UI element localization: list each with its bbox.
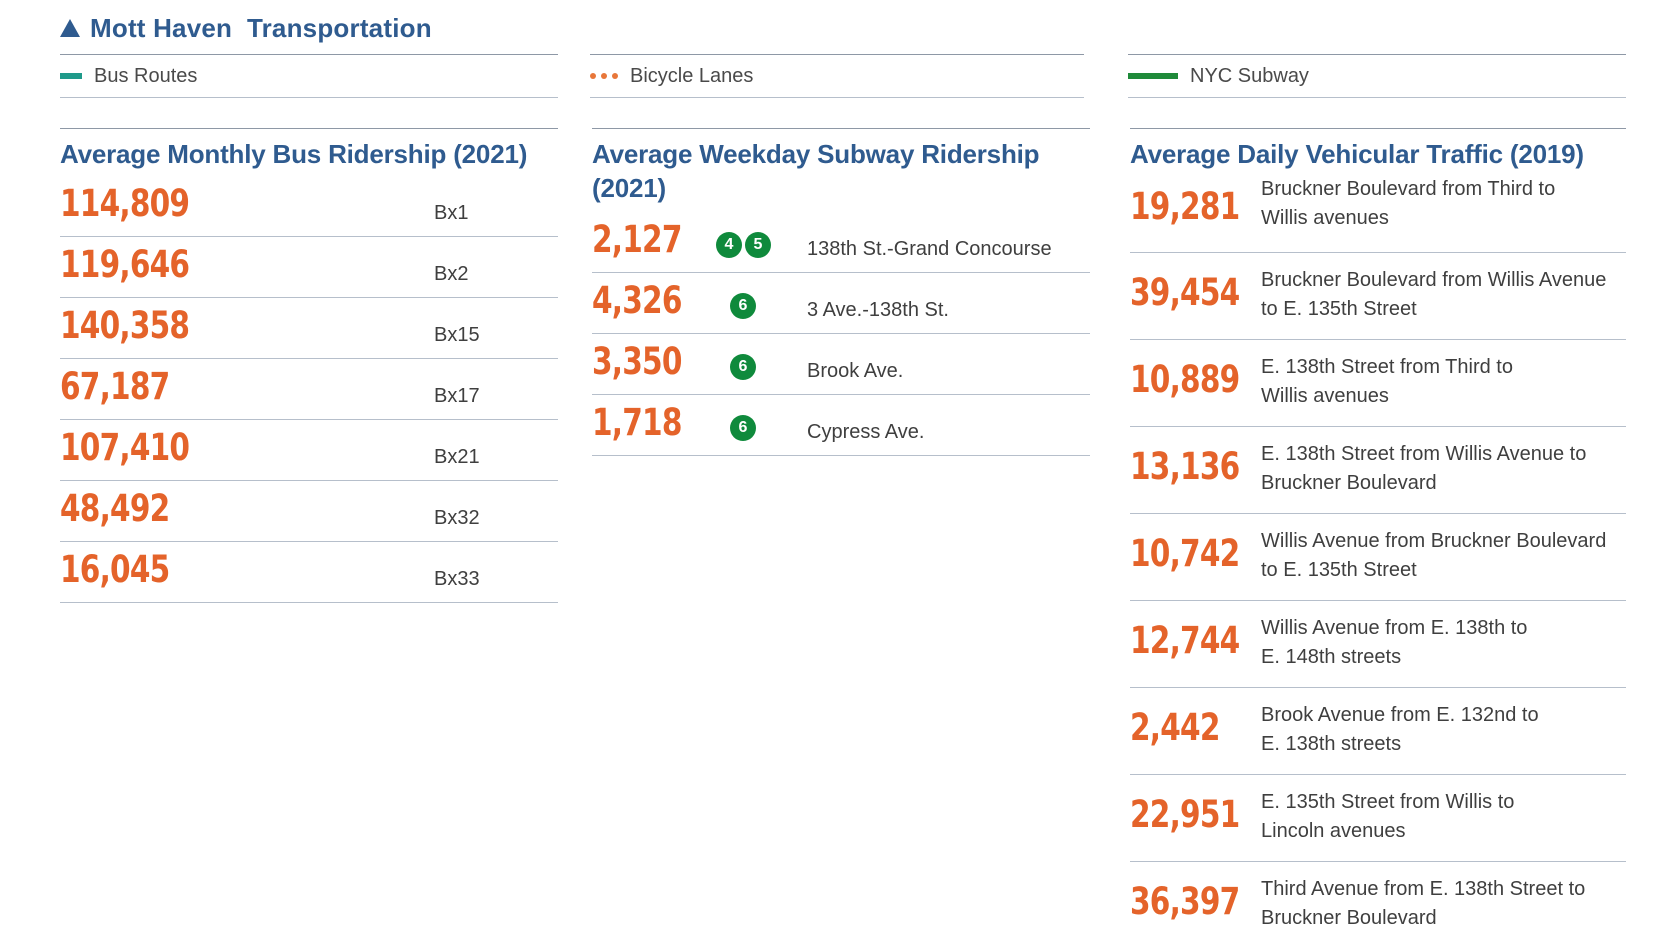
traffic-description: Third Avenue from E. 138th Street to Bruc… — [1261, 878, 1586, 929]
table-row: 10,889 E. 138th Street from Third to Willi… — [1130, 340, 1626, 427]
legend-bus: Bus Routes — [60, 54, 558, 98]
traffic-value: 13,136 — [1130, 445, 1240, 488]
ridership-value: 4,326 — [592, 279, 682, 322]
subway-line-6-icon: 6 — [730, 415, 756, 441]
bicycle-lane-dots-icon — [590, 73, 618, 79]
line-bullets: 6 — [730, 415, 756, 441]
legend-bike-label: Bicycle Lanes — [630, 64, 754, 87]
traffic-value: 12,744 — [1130, 619, 1240, 662]
table-row: 2,442 Brook Avenue from E. 132nd to E. 138… — [1130, 688, 1626, 775]
traffic-value: 2,442 — [1130, 706, 1220, 749]
bus-route-line-icon — [60, 73, 82, 79]
bus-ridership-section: Average Monthly Bus Ridership (2021) 114… — [60, 128, 558, 603]
table-row: 36,397 Third Avenue from E. 138th Street … — [1130, 862, 1626, 936]
table-row: 12,744 Willis Avenue from E. 138th to E. 1… — [1130, 601, 1626, 688]
ridership-value: 2,127 — [592, 218, 682, 261]
table-row: 16,045 Bx33 — [60, 542, 558, 603]
ridership-value: 140,358 — [60, 304, 190, 347]
traffic-description: Bruckner Boulevard from Willis Avenue to … — [1261, 269, 1607, 320]
table-row: 48,492 Bx32 — [60, 481, 558, 542]
traffic-value: 36,397 — [1130, 880, 1240, 923]
table-row: 119,646 Bx2 — [60, 237, 558, 298]
table-row: 22,951 E. 135th Street from Willis to Linc… — [1130, 775, 1626, 862]
traffic-description: Willis Avenue from E. 138th to E. 148th s… — [1261, 617, 1528, 668]
subway-line-icon — [1128, 73, 1178, 79]
page-title: Mott Haven Transportation — [60, 10, 432, 46]
line-bullets: 6 — [730, 354, 756, 380]
line-bullets: 6 — [730, 293, 756, 319]
subway-ridership-section: Average Weekday Subway Ridership (2021) … — [592, 128, 1090, 456]
ridership-value: 16,045 — [60, 548, 170, 591]
route-label: Bx2 — [434, 263, 469, 285]
page-title-text: Mott Haven Transportation — [90, 12, 432, 43]
subway-line-6-icon: 6 — [730, 293, 756, 319]
ridership-value: 48,492 — [60, 487, 170, 530]
triangle-icon — [60, 19, 80, 37]
traffic-value: 22,951 — [1130, 793, 1240, 836]
ridership-value: 119,646 — [60, 243, 190, 286]
legend-subway-label: NYC Subway — [1190, 64, 1309, 87]
table-row: 2,127 4 5 138th St.-Grand Concourse — [592, 212, 1090, 273]
table-row: 140,358 Bx15 — [60, 298, 558, 359]
subway-line-6-icon: 6 — [730, 354, 756, 380]
ridership-value: 114,809 — [60, 182, 190, 225]
route-label: Bx1 — [434, 202, 469, 224]
route-label: Bx17 — [434, 385, 480, 407]
ridership-value: 107,410 — [60, 426, 190, 469]
station-label: Brook Ave. — [807, 360, 904, 382]
station-label: 138th St.-Grand Concourse — [807, 238, 1052, 260]
ridership-value: 67,187 — [60, 365, 170, 408]
ridership-value: 1,718 — [592, 401, 682, 444]
traffic-description: E. 135th Street from Willis to Lincoln av… — [1261, 791, 1515, 842]
route-label: Bx15 — [434, 324, 480, 346]
table-row: 67,187 Bx17 — [60, 359, 558, 420]
traffic-description: E. 138th Street from Willis Avenue to Bru… — [1261, 443, 1587, 494]
traffic-description: Brook Avenue from E. 132nd to E. 138th st… — [1261, 704, 1539, 755]
route-label: Bx21 — [434, 446, 480, 468]
table-row: 107,410 Bx21 — [60, 420, 558, 481]
table-row: 3,350 6 Brook Ave. — [592, 334, 1090, 395]
traffic-value: 39,454 — [1130, 271, 1240, 314]
table-row: 19,281 Bruckner Boulevard from Third to Wi… — [1130, 175, 1626, 253]
ridership-value: 3,350 — [592, 340, 682, 383]
route-label: Bx32 — [434, 507, 480, 529]
table-row: 13,136 E. 138th Street from Willis Avenue… — [1130, 427, 1626, 514]
traffic-heading: Average Daily Vehicular Traffic (2019) — [1130, 139, 1584, 169]
station-label: Cypress Ave. — [807, 421, 925, 443]
legend-subway: NYC Subway — [1128, 54, 1626, 98]
traffic-value: 10,742 — [1130, 532, 1240, 575]
traffic-value: 10,889 — [1130, 358, 1240, 401]
table-row: 1,718 6 Cypress Ave. — [592, 395, 1090, 456]
table-row: 4,326 6 3 Ave.-138th St. — [592, 273, 1090, 334]
table-row: 10,742 Willis Avenue from Bruckner Boulev… — [1130, 514, 1626, 601]
legend-bike: Bicycle Lanes — [590, 54, 1084, 98]
table-row: 114,809 Bx1 — [60, 176, 558, 237]
subway-heading: Average Weekday Subway Ridership (2021) — [592, 139, 1040, 203]
subway-line-5-icon: 5 — [745, 232, 771, 258]
vehicular-traffic-section: Average Daily Vehicular Traffic (2019) 1… — [1130, 128, 1626, 936]
legend-bus-label: Bus Routes — [94, 64, 198, 87]
traffic-value: 19,281 — [1130, 185, 1240, 228]
table-row: 39,454 Bruckner Boulevard from Willis Ave… — [1130, 253, 1626, 340]
traffic-description: Willis Avenue from Bruckner Boulevard to … — [1261, 530, 1607, 581]
station-label: 3 Ave.-138th St. — [807, 299, 949, 321]
traffic-description: Bruckner Boulevard from Third to Willis a… — [1261, 178, 1556, 229]
bus-heading: Average Monthly Bus Ridership (2021) — [60, 139, 528, 169]
route-label: Bx33 — [434, 568, 480, 590]
subway-line-4-icon: 4 — [716, 232, 742, 258]
traffic-description: E. 138th Street from Third to Willis aven… — [1261, 356, 1513, 407]
line-bullets: 4 5 — [716, 232, 771, 258]
